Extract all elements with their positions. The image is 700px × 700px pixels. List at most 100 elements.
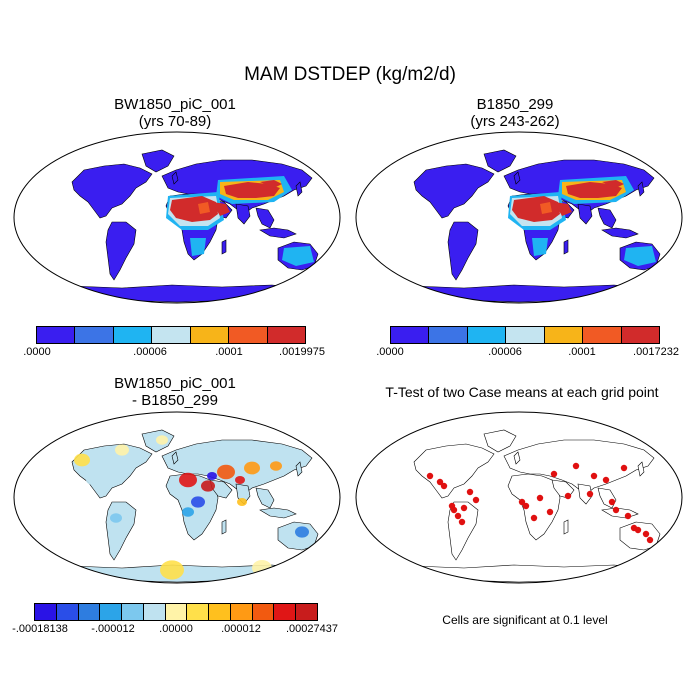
- land-india: [577, 203, 593, 225]
- colorbar-swatch: [252, 604, 275, 620]
- land-madagascar: [221, 239, 227, 255]
- significant-cell: [440, 482, 448, 490]
- panel3-title-line1: BW1850_piC_001: [114, 375, 236, 392]
- colorbar-swatch: [391, 327, 430, 343]
- land-madagascar: [563, 519, 569, 535]
- significant-cell: [448, 502, 456, 510]
- colorbar-swatch: [621, 327, 659, 343]
- colorbar-swatch: [583, 327, 622, 343]
- difference-anomaly: [86, 475, 98, 485]
- land-madagascar: [563, 239, 569, 255]
- land-madagascar: [221, 519, 227, 535]
- significant-cell: [472, 496, 480, 504]
- colorbar-case1: [36, 326, 306, 344]
- significant-cell: [620, 464, 628, 472]
- colorbar3-label: -.00018138: [12, 623, 68, 635]
- colorbar3-label: .00000: [159, 623, 193, 635]
- significant-cell: [522, 502, 530, 510]
- difference-anomaly: [179, 472, 197, 488]
- dust-core: [198, 202, 210, 214]
- difference-anomaly: [295, 526, 309, 538]
- panel3-title: BW1850_piC_001 - B1850_299: [20, 375, 330, 409]
- land-uk: [513, 171, 521, 185]
- dust-max-taklamakan: [602, 180, 624, 188]
- land-antarctica: [35, 284, 319, 303]
- significant-cell: [550, 470, 558, 478]
- significant-cell: [460, 504, 468, 512]
- dust-medium-low-australia: [282, 246, 314, 266]
- land-indonesia: [601, 227, 639, 239]
- significance-note: Cells are significant at 0.1 level: [442, 613, 608, 627]
- land-antarctica: [377, 284, 661, 303]
- land-indonesia: [259, 507, 297, 519]
- significant-cell: [546, 508, 554, 516]
- dust-medium-low-australia: [624, 246, 656, 266]
- panel2-title-line2: (yrs 243-262): [470, 113, 560, 130]
- difference-anomaly: [74, 453, 90, 467]
- colorbar-swatch: [113, 327, 153, 343]
- map-border: [13, 411, 341, 584]
- colorbar-swatch: [544, 327, 584, 343]
- dust-max-centralAsia: [224, 182, 280, 198]
- significant-cell: [646, 536, 654, 544]
- colorbar-swatch: [143, 604, 166, 620]
- land-seAsia: [597, 207, 617, 229]
- colorbar1-label: .0000: [23, 346, 51, 358]
- colorbar-swatch: [296, 604, 317, 620]
- panel4-title: T-Test of two Case means at each grid po…: [352, 384, 692, 401]
- significant-cell: [518, 498, 526, 506]
- land-uk: [171, 451, 179, 465]
- dust-max-centralAsia: [566, 182, 622, 198]
- colorbar1-label: .0001: [215, 346, 243, 358]
- land-japan: [295, 181, 303, 197]
- land-uk: [171, 171, 179, 185]
- map-panel-ttest: [355, 411, 683, 584]
- colorbar3-label: -.000012: [91, 623, 135, 635]
- panel2-title: B1850_299 (yrs 243-262): [360, 96, 670, 130]
- significant-cell: [454, 512, 462, 520]
- significant-cell: [608, 498, 616, 506]
- significant-cell: [630, 524, 638, 532]
- land-southAmerica: [447, 221, 479, 281]
- colorbar-swatch: [37, 327, 76, 343]
- significant-cell: [530, 514, 538, 522]
- land-greenland: [483, 149, 517, 173]
- colorbar-swatch: [187, 604, 210, 620]
- significant-cell: [572, 462, 580, 470]
- map-panel-difference: [13, 411, 341, 584]
- land-greenland: [141, 149, 175, 173]
- colorbar2-label: .0000: [376, 346, 404, 358]
- colorbar-swatch: [56, 604, 79, 620]
- significant-cell: [458, 518, 466, 526]
- significant-cell: [466, 488, 474, 496]
- map-panel-case2: [355, 131, 683, 304]
- colorbar-difference: [34, 603, 318, 621]
- difference-anomaly: [270, 461, 282, 471]
- panel1-title-line2: (yrs 70-89): [138, 113, 212, 130]
- dust-medium-low-southAfrica: [532, 238, 548, 256]
- colorbar-swatch: [75, 327, 114, 343]
- significant-cell: [564, 492, 572, 500]
- significant-cell: [624, 512, 632, 520]
- colorbar-swatch: [274, 604, 297, 620]
- dust-max-sahara: [170, 196, 218, 222]
- land-japan: [637, 181, 645, 197]
- colorbar-swatch: [230, 604, 253, 620]
- dust-medium-low-southAfrica: [190, 238, 206, 256]
- land-southAmerica: [105, 221, 137, 281]
- land-indonesia: [259, 227, 297, 239]
- difference-anomaly: [244, 461, 260, 475]
- land-africa: [507, 473, 561, 541]
- significant-cell: [612, 506, 620, 514]
- figure-title: MAM DSTDEP (kg/m2/d): [244, 64, 456, 85]
- colorbar2-label: .0001: [568, 346, 596, 358]
- map-panel-case1: [13, 131, 341, 304]
- land-uk: [513, 451, 521, 465]
- colorbar-swatch: [165, 604, 188, 620]
- difference-anomaly: [160, 560, 184, 580]
- difference-anomaly: [201, 480, 215, 492]
- colorbar1-label: .00006: [133, 346, 167, 358]
- map-border: [355, 411, 683, 584]
- dust-max-sahara: [512, 196, 560, 222]
- colorbar-swatch: [209, 604, 231, 620]
